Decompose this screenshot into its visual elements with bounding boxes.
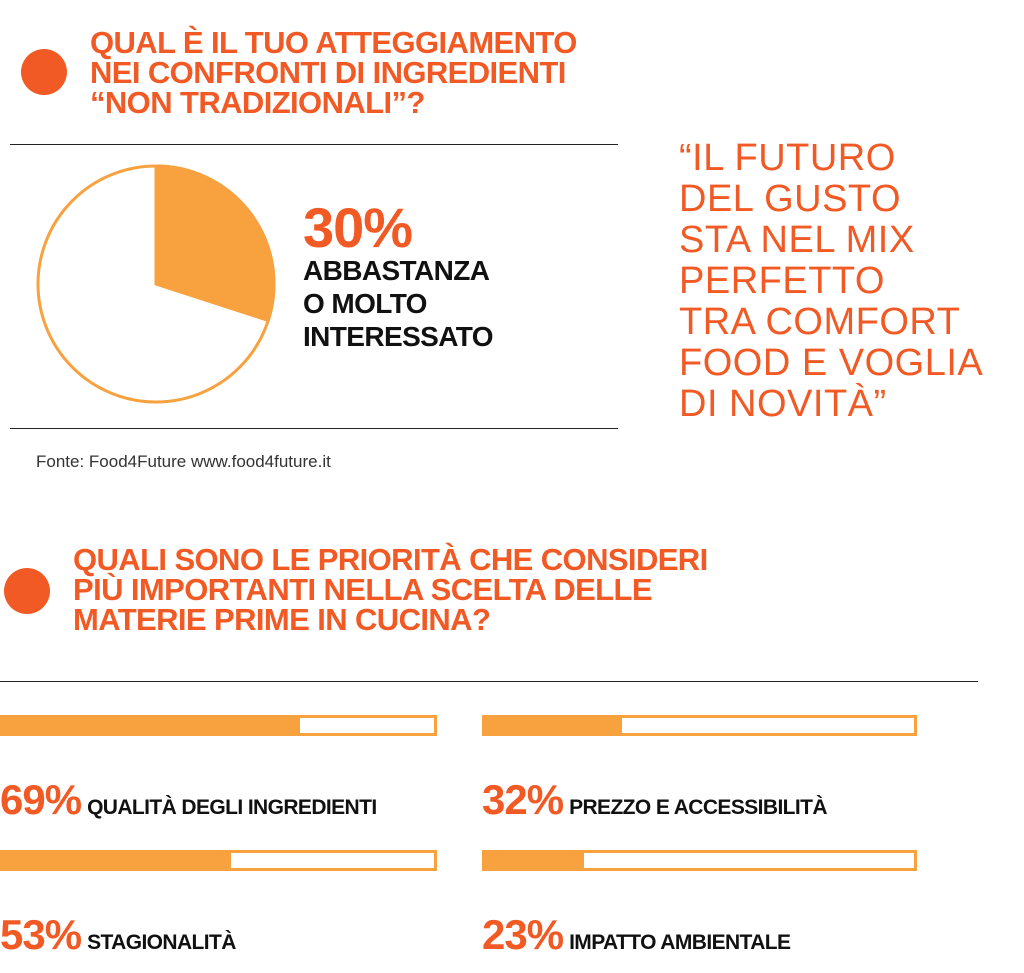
priority-bar-fill-price	[485, 718, 623, 733]
section2-rule	[0, 681, 978, 682]
interest-percent: 30%	[303, 196, 413, 259]
priority-bar-price	[482, 715, 917, 736]
priority-item-environment: 23% IMPATTO AMBIENTALE	[482, 850, 917, 959]
priority-label-seasonality: STAGIONALITÀ	[87, 931, 236, 954]
priority-label-environment: IMPATTO AMBIENTALE	[569, 931, 791, 954]
priority-bar-seasonality	[0, 850, 437, 871]
priority-percent-quality: 69%	[0, 776, 82, 823]
priority-label-quality: QUALITÀ DEGLI INGREDIENTI	[87, 796, 377, 819]
section1-bottom-rule	[10, 428, 618, 429]
section2-title-line-3: MATERIE PRIME IN CUCINA?	[73, 602, 491, 637]
section2-title-line-1: QUALI SONO LE PRIORITÀ CHE CONSIDERI	[73, 542, 708, 577]
section2-title-line-2: PIÙ IMPORTANTI NELLA SCELTA DELLE	[73, 572, 653, 607]
priority-bar-fill-seasonality	[3, 853, 232, 868]
priority-stat-quality: 69% QUALITÀ DEGLI INGREDIENTI	[0, 776, 437, 824]
section1-title: QUAL È IL TUO ATTEGGIAMENTO NEI CONFRONT…	[90, 25, 577, 120]
priority-stat-environment: 23% IMPATTO AMBIENTALE	[482, 911, 917, 959]
section2-title: QUALI SONO LE PRIORITÀ CHE CONSIDERI PIÙ…	[73, 542, 708, 637]
section1-bullet-dot	[21, 49, 67, 95]
priority-bar-fill-quality	[3, 718, 301, 733]
interest-label-line-3: INTERESSATO	[303, 321, 494, 352]
priority-label-price: PREZZO E ACCESSIBILITÀ	[569, 796, 827, 819]
priority-percent-environment: 23%	[482, 911, 564, 958]
interest-label: ABBASTANZA O MOLTO INTERESSATO	[303, 254, 494, 353]
pie-slice-interested	[154, 164, 276, 323]
priority-bar-environment	[482, 850, 917, 871]
priority-item-price: 32% PREZZO E ACCESSIBILITÀ	[482, 715, 917, 824]
pie-chart	[36, 164, 276, 404]
priority-percent-price: 32%	[482, 776, 564, 823]
priority-item-seasonality: 53% STAGIONALITÀ	[0, 850, 437, 959]
interest-label-line-1: ABBASTANZA	[303, 255, 490, 286]
interest-label-line-2: O MOLTO	[303, 288, 427, 319]
priority-stat-seasonality: 53% STAGIONALITÀ	[0, 911, 437, 959]
source-note: Fonte: Food4Future www.food4future.it	[36, 452, 331, 471]
priority-bar-fill-environment	[485, 853, 584, 868]
priority-percent-seasonality: 53%	[0, 911, 82, 958]
pull-quote: “IL FUTURO DEL GUSTO STA NEL MIX PERFETT…	[679, 137, 984, 425]
section1-top-rule	[10, 144, 618, 145]
priority-stat-price: 32% PREZZO E ACCESSIBILITÀ	[482, 776, 917, 824]
section1-title-line-1: QUAL È IL TUO ATTEGGIAMENTO	[90, 25, 577, 60]
priority-bar-quality	[0, 715, 437, 736]
section1-title-line-2: NEI CONFRONTI DI INGREDIENTI	[90, 55, 566, 90]
priority-item-quality: 69% QUALITÀ DEGLI INGREDIENTI	[0, 715, 437, 824]
section2-bullet-dot	[4, 568, 50, 614]
section1-title-line-3: “NON TRADIZIONALI”?	[90, 85, 425, 120]
